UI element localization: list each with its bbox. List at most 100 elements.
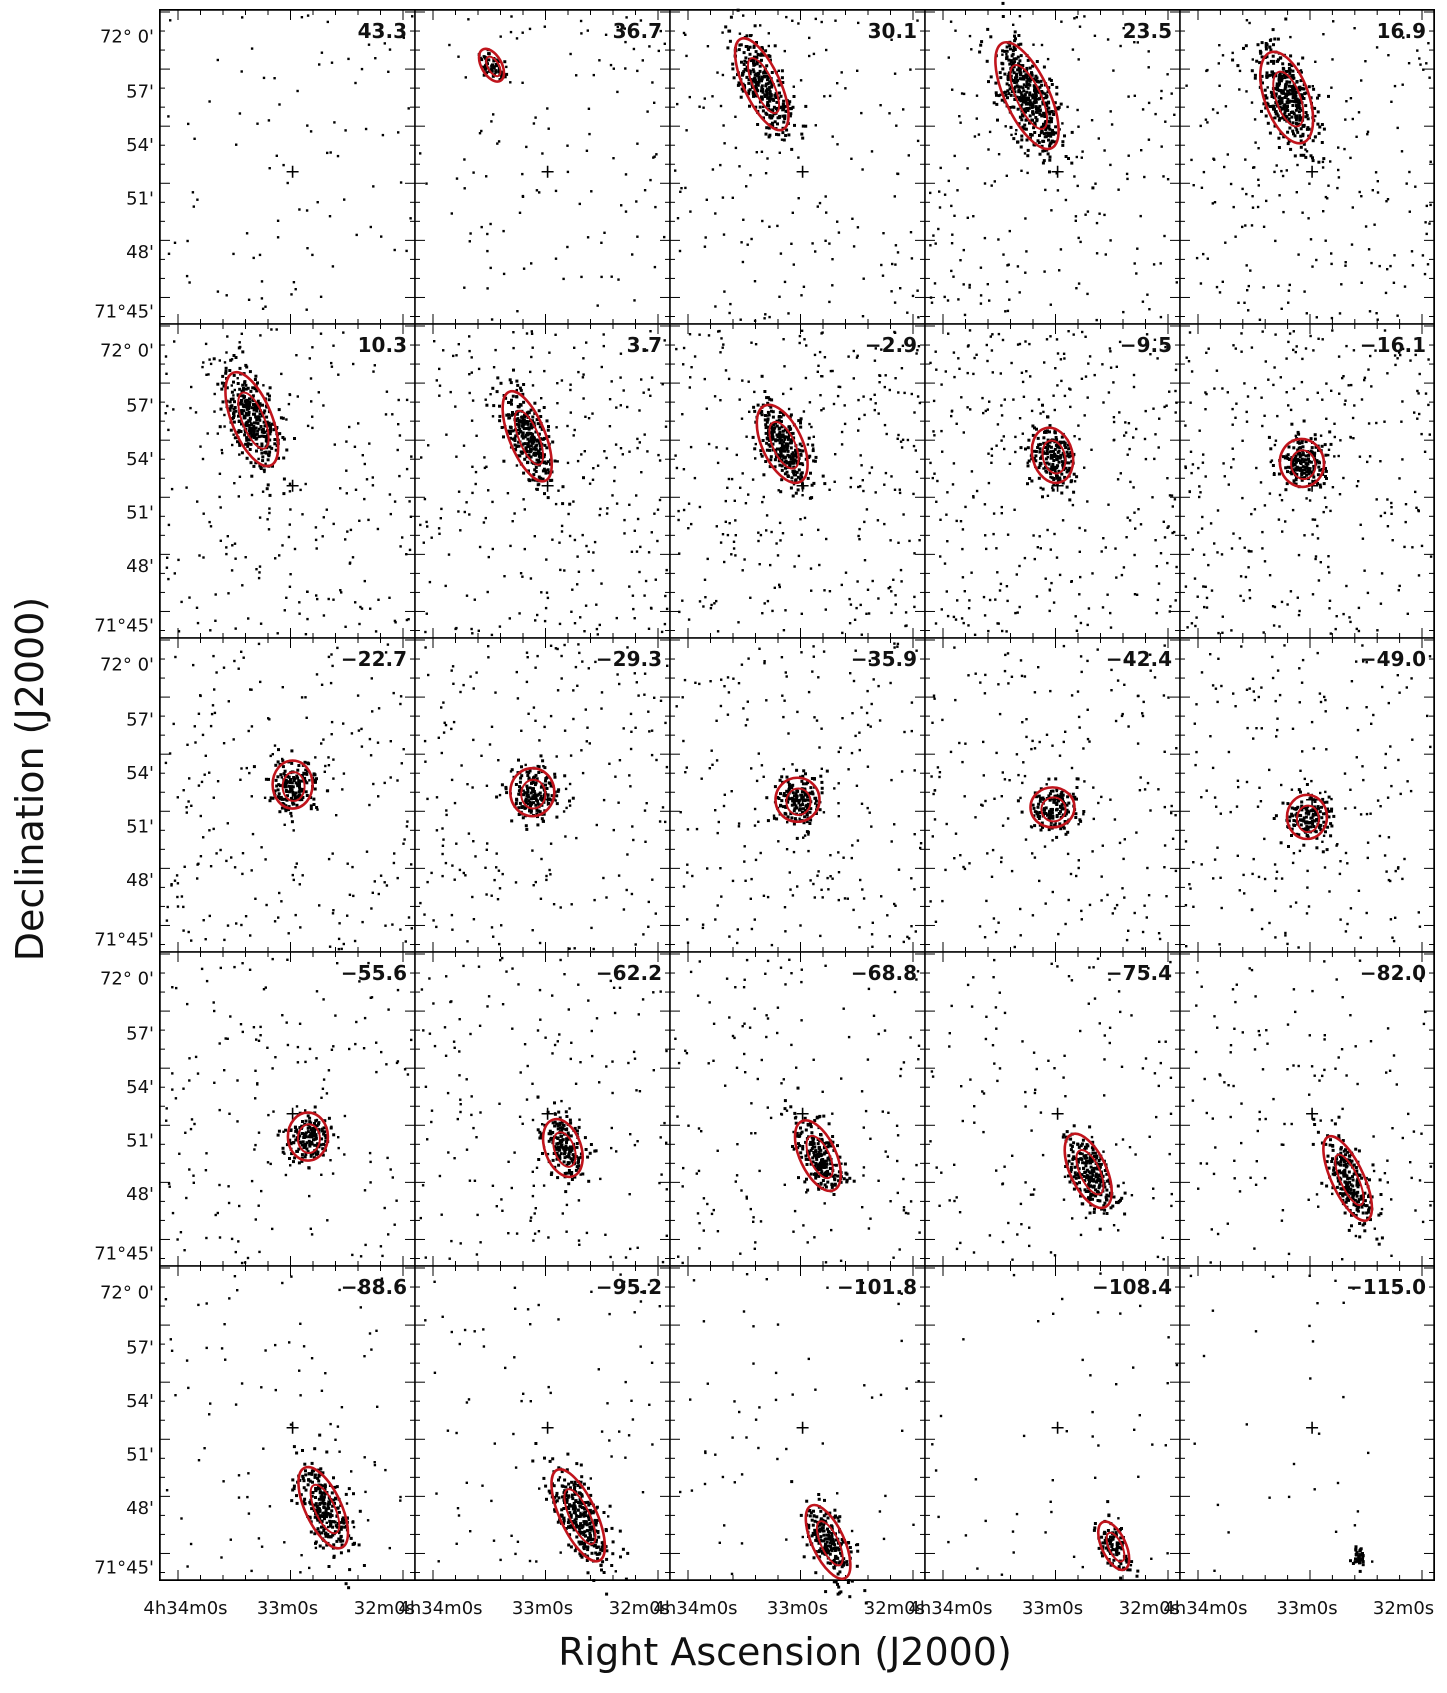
noise-point [825, 211, 828, 214]
noise-point [1109, 110, 1112, 113]
noise-point [470, 356, 473, 359]
noise-point [831, 369, 834, 373]
noise-point [186, 239, 189, 243]
noise-point [226, 335, 229, 338]
noise-point [1073, 480, 1077, 483]
emission-point [1049, 110, 1053, 114]
noise-point [1355, 627, 1358, 631]
emission-point [514, 419, 518, 423]
noise-point [1268, 574, 1272, 577]
noise-point [568, 534, 572, 538]
emission-point [271, 464, 274, 468]
noise-point [906, 438, 910, 442]
emission-point [517, 405, 521, 409]
noise-point [1067, 330, 1070, 333]
noise-point [560, 524, 564, 528]
channel-panel: 10.3 [159, 323, 416, 639]
emission-point [1020, 93, 1024, 97]
noise-point [223, 425, 226, 428]
noise-point [305, 308, 308, 311]
noise-point [1357, 629, 1361, 633]
emission-point [765, 420, 769, 424]
emission-point [1023, 100, 1027, 104]
noise-point [1160, 97, 1163, 100]
emission-point [770, 398, 774, 402]
noise-point [949, 20, 953, 23]
emission-point [538, 425, 542, 429]
noise-point [1375, 312, 1378, 315]
emission-point [778, 463, 782, 467]
noise-point [1014, 435, 1017, 439]
noise-point [1337, 168, 1340, 172]
emission-point [790, 452, 794, 456]
emission-point [756, 53, 760, 57]
emission-point [753, 78, 757, 82]
emission-point [542, 455, 546, 459]
noise-point [1204, 118, 1208, 121]
emission-point [1024, 127, 1028, 131]
noise-point [849, 476, 853, 480]
noise-point [1251, 195, 1254, 198]
channel-panel: 3.7 [414, 323, 671, 639]
emission-point [529, 438, 533, 442]
emission-point [1299, 145, 1303, 149]
emission-point [780, 442, 784, 446]
noise-point [1246, 289, 1249, 292]
emission-point [1279, 76, 1283, 80]
noise-point [1200, 527, 1204, 530]
noise-point [682, 508, 686, 512]
noise-point [566, 245, 569, 249]
noise-point [1077, 236, 1080, 240]
emission-point [760, 413, 764, 417]
noise-point [1198, 495, 1201, 499]
emission-point [772, 430, 776, 434]
emission-point [536, 422, 540, 426]
noise-point [1117, 188, 1120, 191]
noise-point [388, 493, 392, 496]
noise-point [173, 340, 176, 343]
noise-point [750, 341, 753, 344]
noise-point [232, 433, 235, 436]
noise-point [538, 191, 541, 194]
noise-point [1289, 590, 1293, 593]
emission-point [785, 448, 789, 452]
noise-point [1252, 166, 1255, 169]
emission-point [1044, 446, 1047, 449]
emission-point [522, 427, 526, 431]
noise-point [487, 555, 490, 559]
emission-point [1312, 87, 1316, 91]
noise-point [280, 372, 283, 376]
emission-point [1299, 134, 1303, 138]
emission-point [764, 132, 768, 136]
noise-point [1376, 629, 1379, 632]
noise-point [647, 551, 651, 554]
noise-point [506, 492, 510, 495]
noise-point [401, 345, 404, 348]
noise-point [995, 444, 998, 447]
noise-point [687, 502, 691, 505]
emission-point [258, 418, 262, 422]
emission-point [1046, 125, 1050, 129]
emission-point [1282, 91, 1286, 95]
noise-point [205, 373, 208, 376]
noise-point [732, 547, 736, 550]
emission-point [504, 396, 508, 400]
emission-point [229, 358, 233, 362]
noise-point [1420, 544, 1424, 548]
noise-point [616, 90, 619, 94]
emission-point [511, 437, 515, 441]
emission-point [783, 437, 787, 441]
noise-point [1404, 503, 1408, 506]
noise-point [1368, 310, 1372, 313]
emission-point [547, 425, 550, 428]
noise-point [1411, 546, 1414, 549]
noise-point [185, 486, 188, 489]
noise-point [590, 190, 593, 193]
noise-point [824, 608, 827, 611]
noise-point [1158, 417, 1161, 420]
noise-point [856, 580, 859, 583]
noise-point [164, 412, 167, 415]
noise-point [1071, 48, 1075, 51]
emission-point [1284, 75, 1288, 79]
emission-point [747, 81, 751, 85]
